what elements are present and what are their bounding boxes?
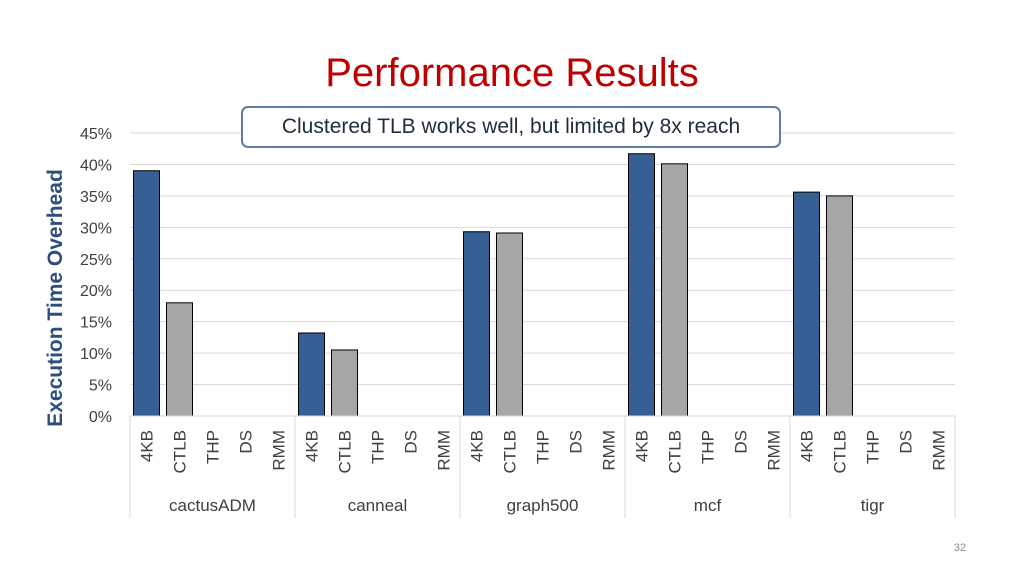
x-subcategory-label: 4KB <box>468 430 487 462</box>
x-subcategory-label: 4KB <box>633 430 652 462</box>
bar-tigr-4kb <box>793 191 820 417</box>
x-subcategory-label: 4KB <box>138 430 157 462</box>
bar-cactusADM-4kb <box>133 170 160 417</box>
y-tick-label: 40% <box>80 157 112 174</box>
x-subcategory-label: DS <box>897 430 916 454</box>
x-group-label: canneal <box>348 496 408 515</box>
x-subcategory-label: CTLB <box>171 430 190 473</box>
slide-number: 32 <box>953 542 967 554</box>
bars <box>133 153 853 417</box>
y-tick-label: 10% <box>80 346 112 363</box>
x-subcategory-label: CTLB <box>336 430 355 473</box>
x-subcategory-label: DS <box>732 430 751 454</box>
slide-title: Performance Results <box>325 51 699 95</box>
x-subcategory-label: 4KB <box>798 430 817 462</box>
y-tick-label: 0% <box>89 409 112 426</box>
y-tick-label: 30% <box>80 220 112 237</box>
x-subcategory-label: RMM <box>435 430 454 471</box>
x-subcategory-label: 4KB <box>303 430 322 462</box>
y-tick-label: 45% <box>80 126 112 143</box>
x-axis: 4KB CTLB THP DS RMM cactusADM 4KB CTLB THP DS RMM c… <box>129 415 956 518</box>
x-subcategory-label: RMM <box>765 430 784 471</box>
bar-mcf-4kb <box>628 153 655 417</box>
y-axis-label: Execution Time Overhead <box>44 169 67 427</box>
y-tick-label: 35% <box>80 189 112 206</box>
x-subcategory-label: CTLB <box>666 430 685 473</box>
bar-canneal-ctlb <box>331 349 358 417</box>
x-group-label: graph500 <box>507 496 579 515</box>
x-subcategory-label: RMM <box>600 430 619 471</box>
x-subcategory-label: RMM <box>270 430 289 471</box>
bar-tigr-ctlb <box>826 195 853 417</box>
x-subcategory-label: THP <box>534 430 553 464</box>
x-subcategory-label: CTLB <box>831 430 850 473</box>
x-subcategory-label: DS <box>237 430 256 454</box>
y-tick-label: 25% <box>80 252 112 269</box>
x-subcategory-label: DS <box>567 430 586 454</box>
y-tick-label: 15% <box>80 315 112 332</box>
callout-box: Clustered TLB works well, but limited by… <box>241 106 781 148</box>
bar-canneal-4kb <box>298 332 325 417</box>
x-subcategory-label: THP <box>699 430 718 464</box>
x-subcategory-label: THP <box>369 430 388 464</box>
x-group-label: cactusADM <box>169 496 256 515</box>
x-group-label: mcf <box>694 496 722 515</box>
bar-cactusADM-ctlb <box>166 302 193 417</box>
x-group-label: tigr <box>861 496 885 515</box>
x-subcategory-label: RMM <box>930 430 949 471</box>
x-subcategory-label: THP <box>864 430 883 464</box>
x-subcategory-label: CTLB <box>501 430 520 473</box>
x-subcategory-label: DS <box>402 430 421 454</box>
y-tick-label: 20% <box>80 283 112 300</box>
x-subcategory-label: THP <box>204 430 223 464</box>
bar-graph500-ctlb <box>496 232 523 417</box>
bar-graph500-4kb <box>463 231 490 417</box>
bar-mcf-ctlb <box>661 163 688 417</box>
y-tick-labels: 0% 5% 10% 15% 20% 25% 30% 35% 40% 45% <box>80 126 112 426</box>
y-tick-label: 5% <box>89 378 112 395</box>
